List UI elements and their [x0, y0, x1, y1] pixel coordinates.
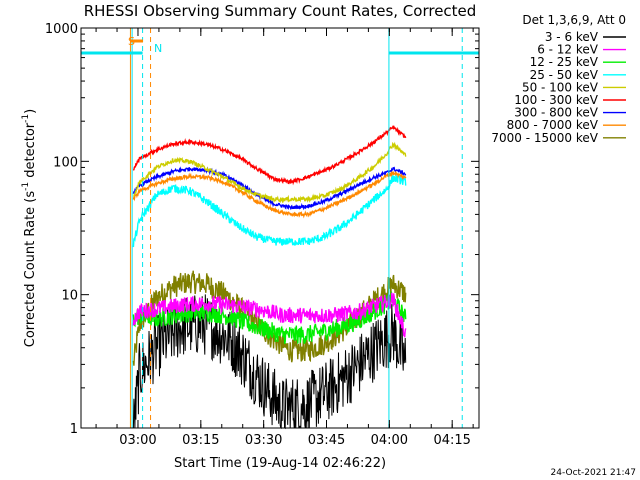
x-axis-title: Start Time (19-Aug-14 02:46:22) — [174, 456, 386, 471]
legend-label: 300 - 800 keV — [514, 106, 598, 120]
timestamp-label: 24-Oct-2021 21:47 — [551, 468, 636, 478]
x-tick-label: 03:00 — [119, 433, 156, 448]
series-line — [133, 141, 407, 204]
legend-label: 12 - 25 keV — [530, 55, 599, 69]
series-line — [132, 292, 407, 338]
y-tick-label: 10 — [61, 289, 78, 304]
chart-title: RHESSI Observing Summary Count Rates, Co… — [84, 2, 477, 20]
x-axis: 03:00 03:15 03:30 03:45 04:00 04:15 — [95, 28, 474, 448]
y-axis-title-end: ) — [23, 109, 38, 114]
y-axis-title-exp2: -1 — [21, 114, 31, 123]
series-line — [132, 173, 407, 248]
legend-label: 3 - 6 keV — [545, 30, 599, 44]
plot-frame — [80, 27, 480, 429]
x-tick-label: 04:00 — [371, 433, 408, 448]
legend-label: 25 - 50 keV — [530, 68, 599, 82]
x-tick-label: 03:30 — [245, 433, 282, 448]
y-axis-title: Corrected Count Rate (s-1 detector-1) — [21, 109, 38, 347]
y-axis-title-mid: detector — [23, 122, 38, 182]
series-line — [132, 294, 407, 430]
legend-label: 100 - 300 keV — [514, 93, 598, 107]
legend-label: 50 - 100 keV — [522, 80, 599, 94]
series-lines — [132, 125, 407, 430]
y-tick-label: 1 — [70, 422, 78, 437]
series-line — [132, 291, 407, 344]
flag-n-label: N — [154, 42, 162, 55]
legend-label: 7000 - 15000 keV — [491, 131, 598, 145]
y-axis: 1 10 100 1000 — [45, 22, 479, 437]
legend-header: Det 1,3,6,9, Att 0 — [522, 13, 626, 27]
y-tick-label: 100 — [53, 155, 78, 170]
x-tick-label: 03:45 — [308, 433, 345, 448]
series-line — [132, 125, 407, 186]
time-markers — [81, 28, 479, 428]
series-line — [132, 170, 407, 219]
x-tick-label: 04:15 — [433, 433, 470, 448]
y-tick-label: 1000 — [45, 22, 78, 37]
y-axis-title-exp1: -1 — [21, 182, 31, 191]
y-axis-title-main: Corrected Count Rate (s — [23, 191, 38, 348]
legend-label: 800 - 7000 keV — [507, 118, 599, 132]
flag-s-label: S — [128, 35, 135, 48]
legend-label: 6 - 12 keV — [537, 43, 599, 57]
x-tick-label: 03:15 — [182, 433, 219, 448]
